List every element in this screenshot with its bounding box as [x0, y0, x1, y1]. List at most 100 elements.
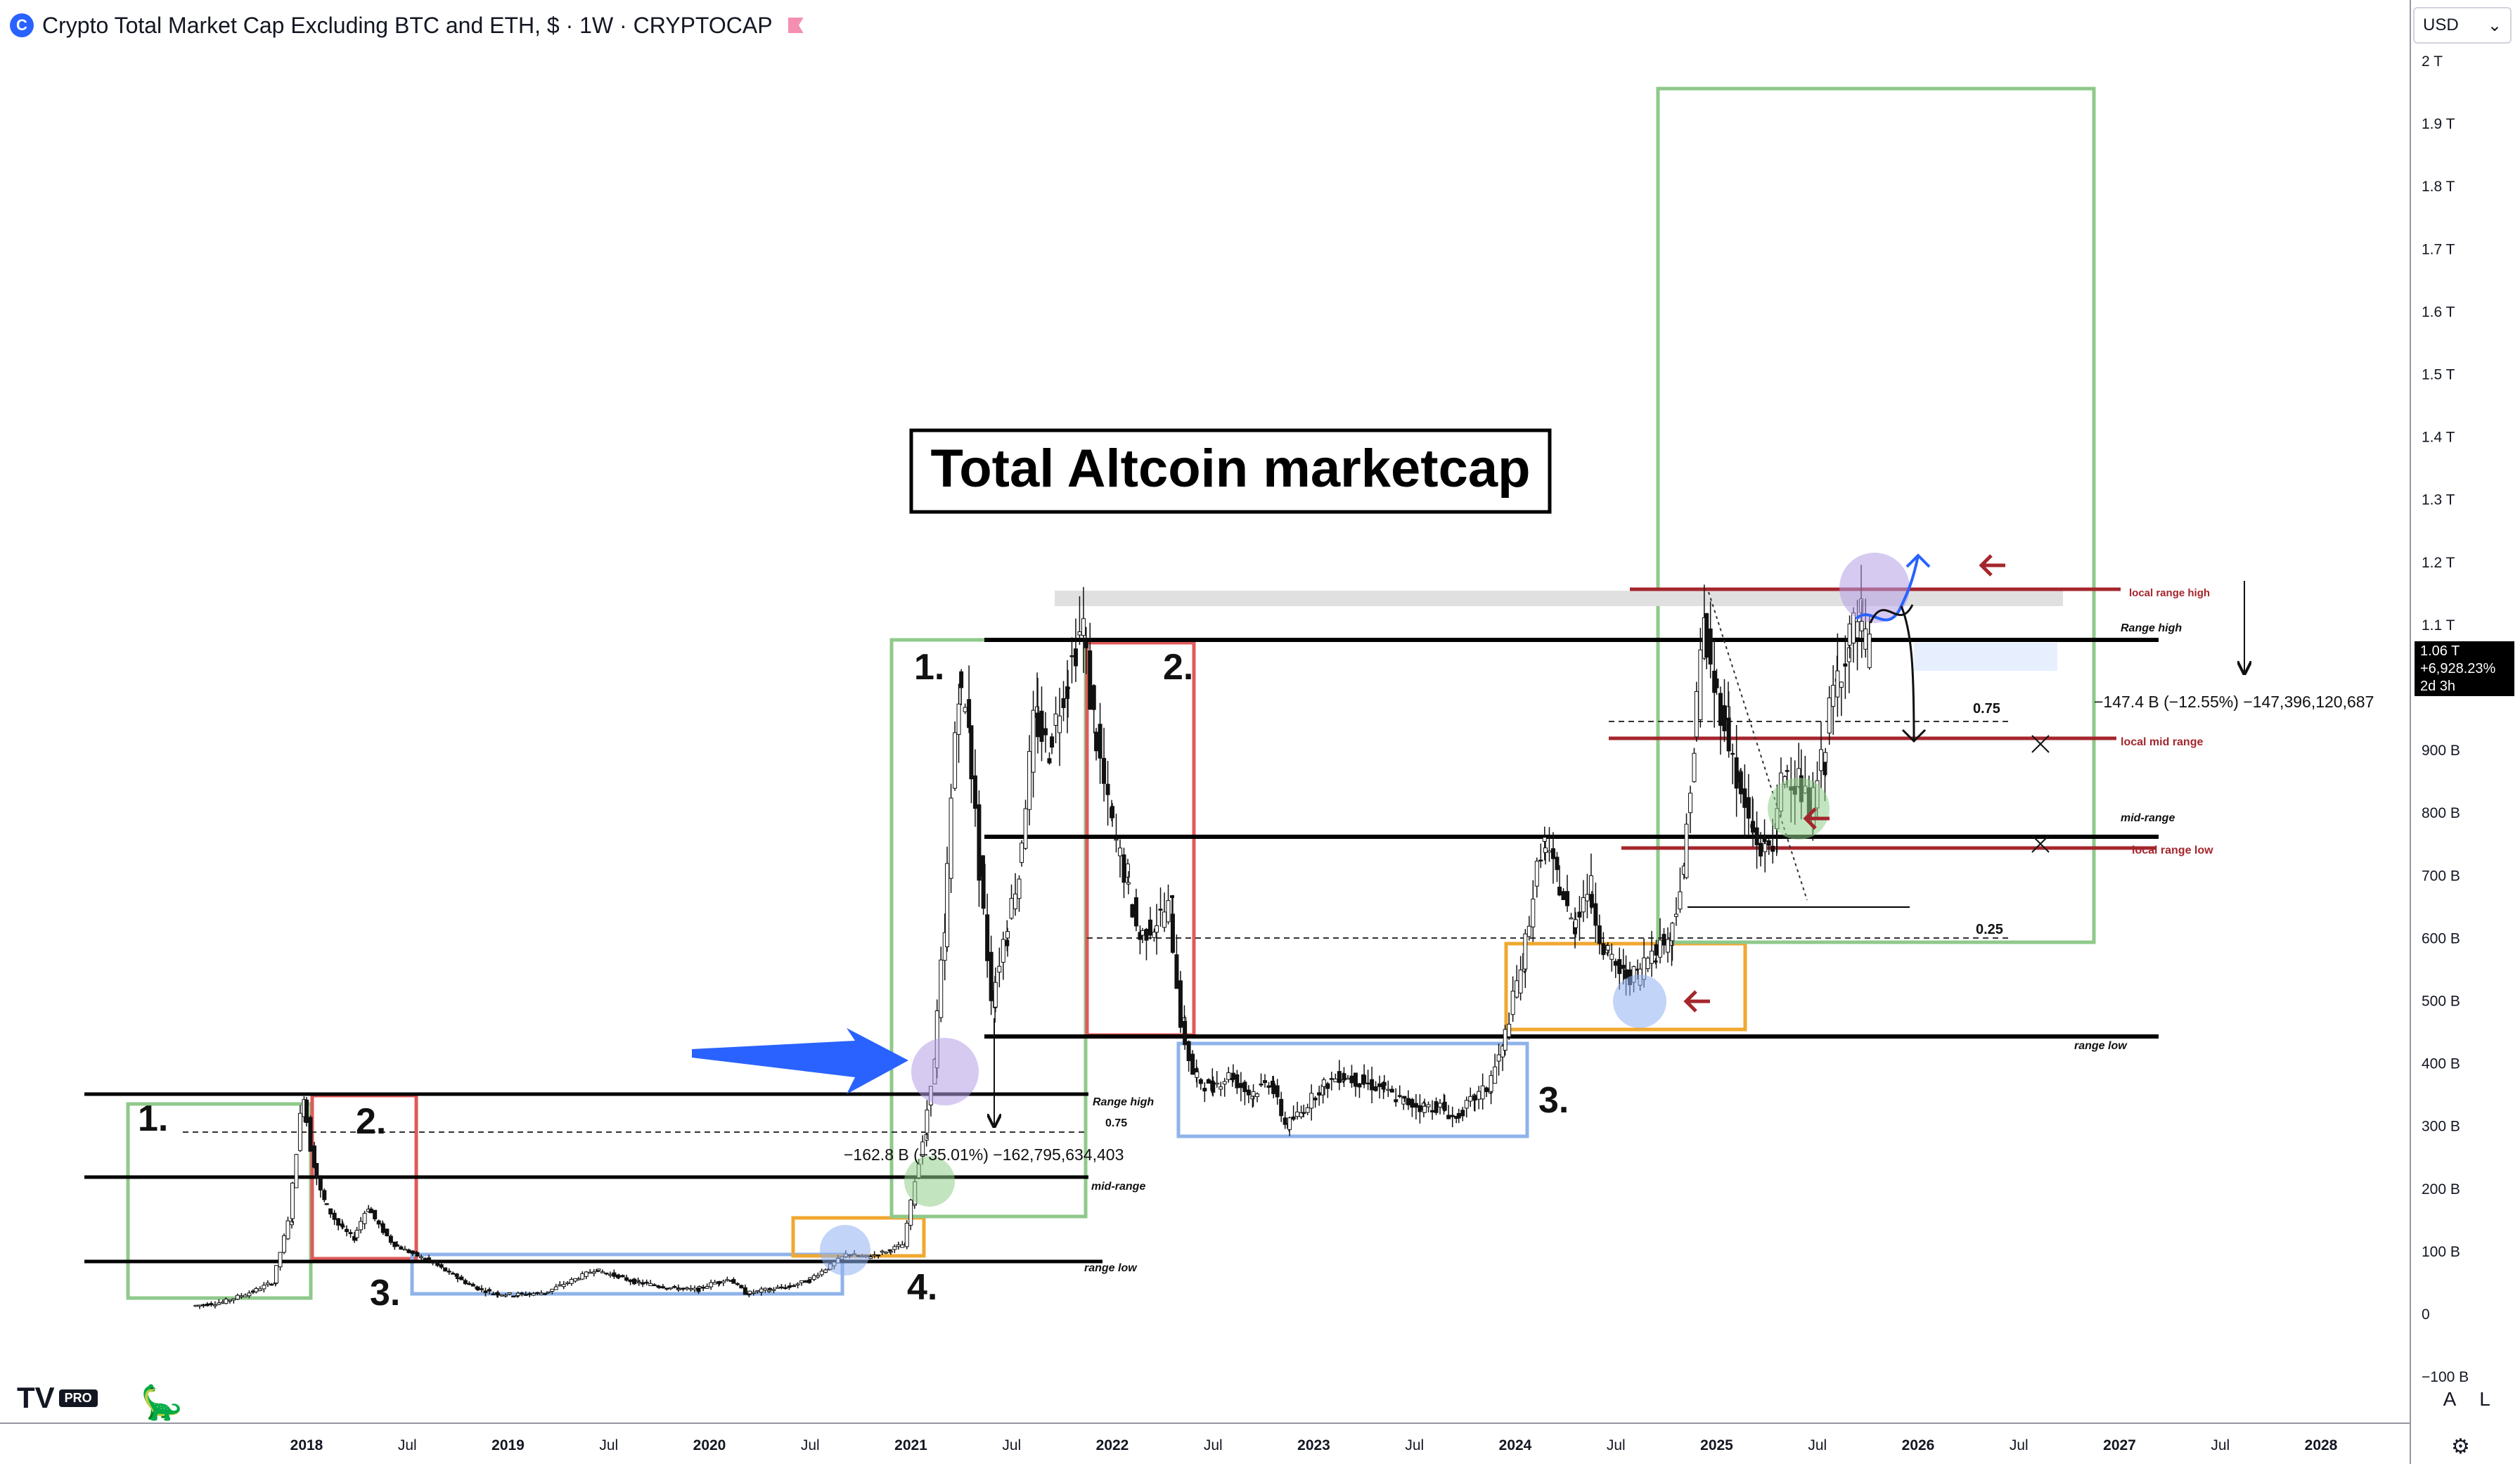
candle-body — [1305, 1107, 1310, 1113]
currency-select[interactable]: USD ⌄ — [2413, 7, 2512, 44]
measure-2021-label: −162.8 B (−35.01%) −162,795,634,403 — [844, 1145, 1124, 1164]
candle-body — [644, 1281, 649, 1284]
candle-body — [963, 707, 968, 712]
candle-body — [672, 1286, 677, 1288]
candle-body — [352, 1235, 357, 1241]
candle-body — [503, 1295, 508, 1297]
candle-body — [1770, 845, 1775, 852]
candle-body — [1183, 1021, 1188, 1046]
x-tick-label: 2022 — [1096, 1437, 1129, 1453]
auto-scale-button[interactable]: A — [2443, 1388, 2457, 1410]
candle-body — [717, 1281, 722, 1284]
log-scale-button[interactable]: L — [2479, 1388, 2490, 1410]
candle-body — [278, 1252, 283, 1268]
candle-body — [1058, 715, 1062, 733]
tradingview-logo[interactable]: TV PRO — [17, 1381, 98, 1415]
y-tick-label: 700 B — [2422, 868, 2460, 884]
candle-body — [247, 1292, 252, 1297]
candle-body — [725, 1279, 730, 1281]
candle-body — [197, 1304, 202, 1306]
candle-body — [290, 1221, 295, 1226]
candle-body — [1263, 1080, 1268, 1084]
candle-body — [1523, 933, 1528, 970]
chart-title-box: Total Altcoin marketcap — [909, 428, 1552, 514]
candle-body — [419, 1256, 424, 1259]
candle-body — [1013, 893, 1018, 910]
flag-icon[interactable] — [788, 18, 804, 33]
candle-body — [604, 1272, 609, 1275]
candle-body — [1005, 931, 1010, 939]
candle-body — [1246, 1089, 1251, 1096]
cross-mark-icon — [2031, 735, 2050, 753]
candle-body — [282, 1235, 287, 1253]
last-price-change: +6,928.23% — [2420, 661, 2496, 676]
label-075-2025: 0.75 — [1973, 701, 2000, 717]
symbol-title[interactable]: Crypto Total Market Cap Excluding BTC an… — [42, 12, 773, 38]
candle-body — [1751, 821, 1756, 833]
candle-body — [322, 1190, 327, 1200]
candle-body — [463, 1280, 468, 1285]
candle-body — [1386, 1089, 1391, 1091]
candle-body — [565, 1282, 570, 1285]
candle-body — [1226, 1072, 1231, 1080]
x-tick-label: 2018 — [290, 1437, 323, 1453]
candle-body — [1531, 899, 1536, 927]
candle-body — [324, 1203, 329, 1205]
candle-body — [1031, 709, 1036, 773]
candle-body — [892, 1246, 897, 1250]
phase-label-1-2021: 1. — [914, 647, 944, 688]
chart-grid — [0, 0, 2411, 1464]
candle-body — [1001, 939, 1005, 963]
candle-body — [373, 1209, 378, 1219]
candle-body — [591, 1271, 596, 1274]
x-tick-label: Jul — [801, 1437, 820, 1453]
candle-body — [308, 1117, 313, 1152]
candle-body — [876, 1254, 881, 1257]
dino-icon[interactable]: 🦕 — [141, 1385, 183, 1422]
gear-icon[interactable]: ⚙ — [2451, 1435, 2470, 1458]
candle-body — [1098, 724, 1102, 759]
candle-body — [681, 1288, 686, 1290]
candle-body — [1114, 838, 1119, 841]
candle-body — [763, 1288, 768, 1290]
green-circle-2025 — [1768, 778, 1830, 840]
candle-body — [1275, 1085, 1280, 1098]
candle-body — [1279, 1098, 1284, 1117]
candle-body — [1438, 1103, 1443, 1107]
candle-body — [1450, 1115, 1455, 1117]
candle-body — [977, 804, 982, 881]
candle-body — [1039, 710, 1044, 742]
candle-body — [340, 1226, 345, 1228]
candle-body — [636, 1281, 641, 1284]
candle-body — [652, 1284, 657, 1287]
candle-body — [1666, 939, 1671, 953]
candle-body — [394, 1244, 399, 1247]
candle-body — [709, 1282, 714, 1288]
price-candles — [193, 565, 1872, 1309]
candle-body — [1389, 1089, 1394, 1093]
candle-body — [1543, 847, 1548, 853]
candle-body — [1867, 634, 1872, 668]
candle-body — [1496, 1054, 1501, 1062]
price-axis[interactable]: 2 T 1.9 T 1.8 T 1.7 T 1.6 T 1.5 T 1.4 T 1.3 T 1.… — [2422, 53, 2469, 1385]
candle-body — [742, 1287, 747, 1295]
y-tick-label: 1.6 T — [2422, 304, 2455, 320]
candle-body — [953, 732, 958, 789]
candle-body — [535, 1292, 540, 1295]
candle-body — [693, 1288, 698, 1290]
candle-body — [788, 1285, 792, 1288]
candle-body — [1370, 1079, 1375, 1091]
candle-body — [1692, 752, 1697, 783]
candle-body — [1170, 913, 1175, 953]
candle-body — [1464, 1100, 1469, 1109]
candle-body — [600, 1271, 605, 1273]
candle-body — [1140, 930, 1145, 936]
candle-body — [1353, 1072, 1358, 1087]
candle-body — [520, 1292, 525, 1295]
candle-body — [380, 1224, 385, 1233]
candle-body — [981, 863, 986, 909]
candle-body — [290, 1183, 295, 1219]
time-axis[interactable]: 2018 Jul 2019 Jul 2020 Jul 2021 Jul 2022 Jul 2023 J… — [290, 1437, 2338, 1453]
candle-body — [235, 1295, 240, 1300]
